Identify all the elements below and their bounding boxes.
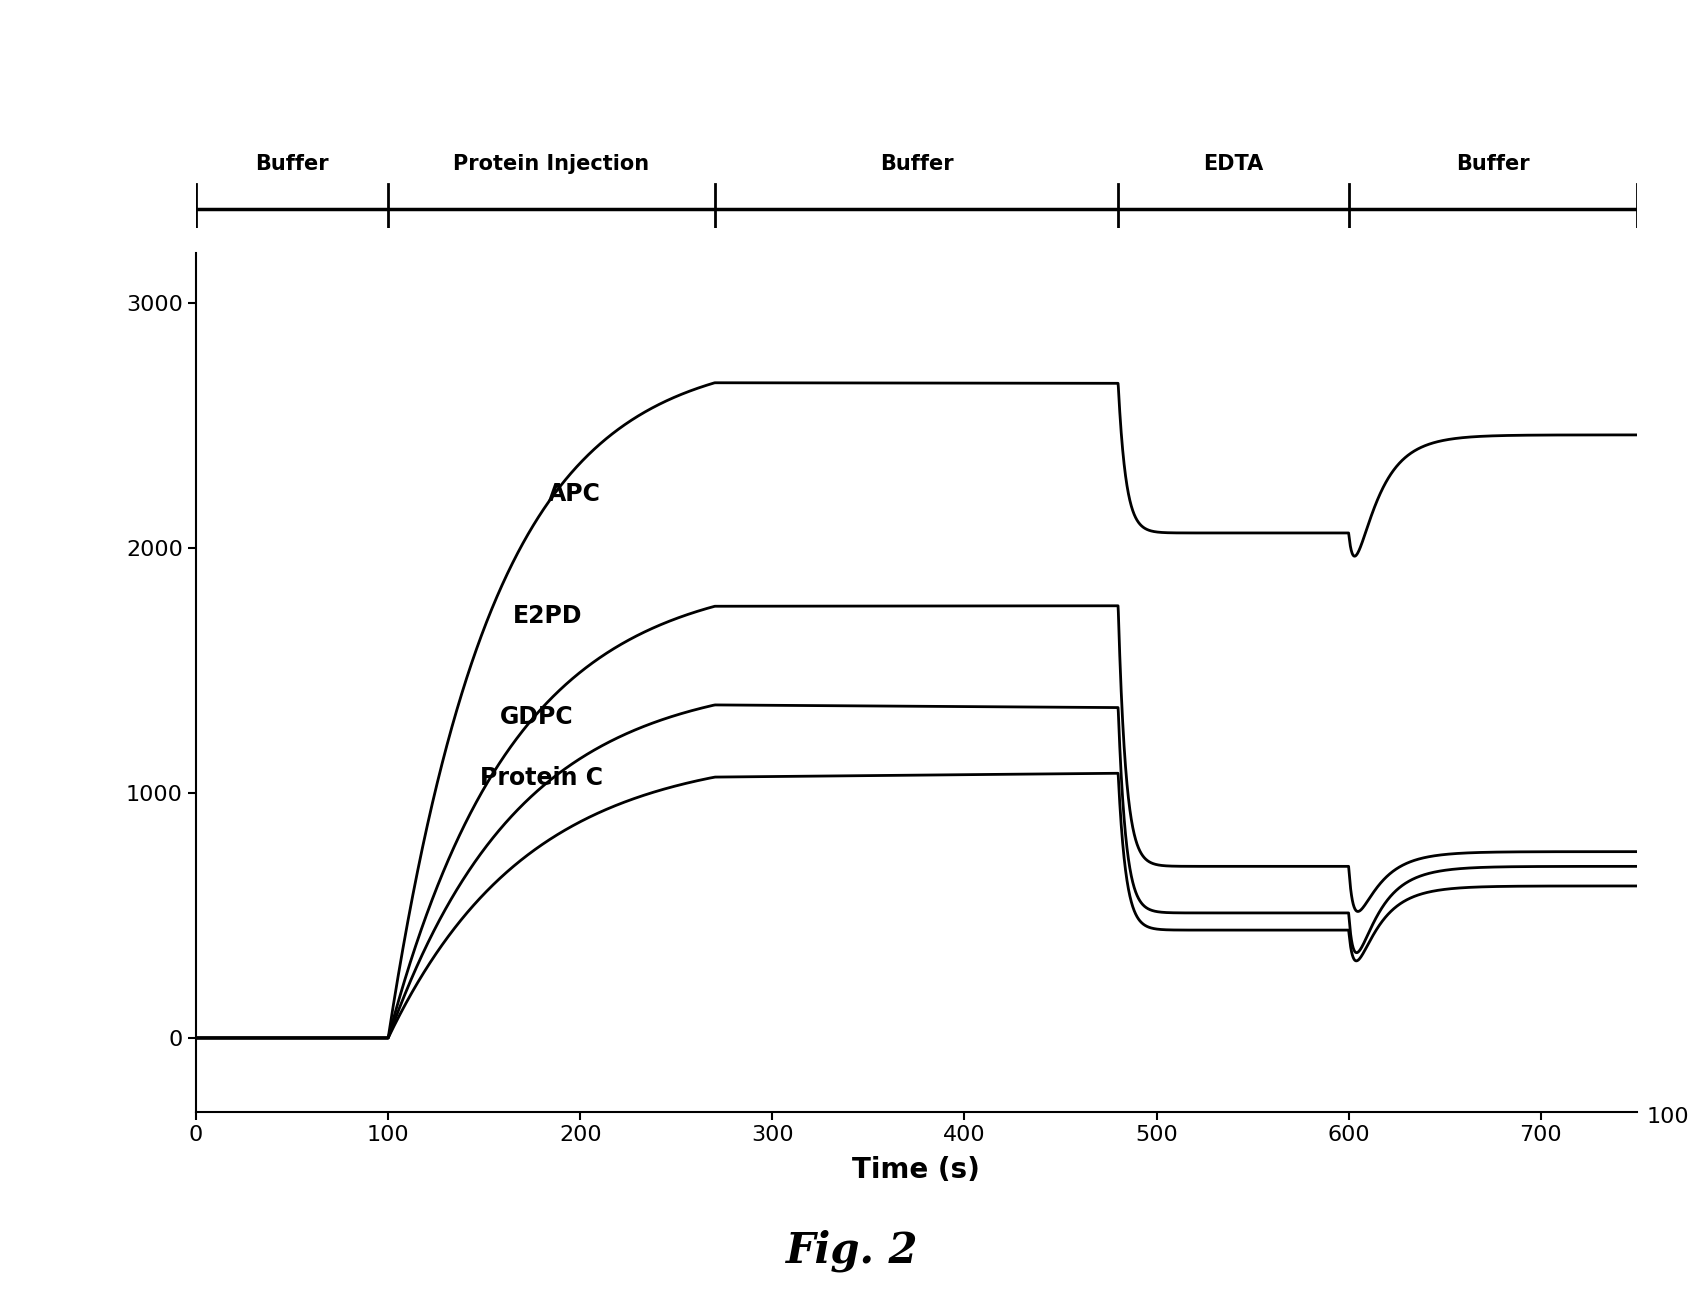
Text: Buffer: Buffer	[256, 155, 329, 174]
Text: Protein Injection: Protein Injection	[454, 155, 650, 174]
Text: Buffer: Buffer	[880, 155, 953, 174]
Text: GDPC: GDPC	[500, 705, 573, 729]
Text: Fig. 2: Fig. 2	[786, 1230, 919, 1271]
X-axis label: Time (s): Time (s)	[852, 1156, 980, 1184]
Text: Buffer: Buffer	[1456, 155, 1529, 174]
Text: 100: 100	[1647, 1106, 1690, 1127]
Text: EDTA: EDTA	[1204, 155, 1263, 174]
Text: APC: APC	[547, 482, 600, 506]
Text: E2PD: E2PD	[513, 604, 583, 628]
Text: Protein C: Protein C	[481, 766, 604, 790]
